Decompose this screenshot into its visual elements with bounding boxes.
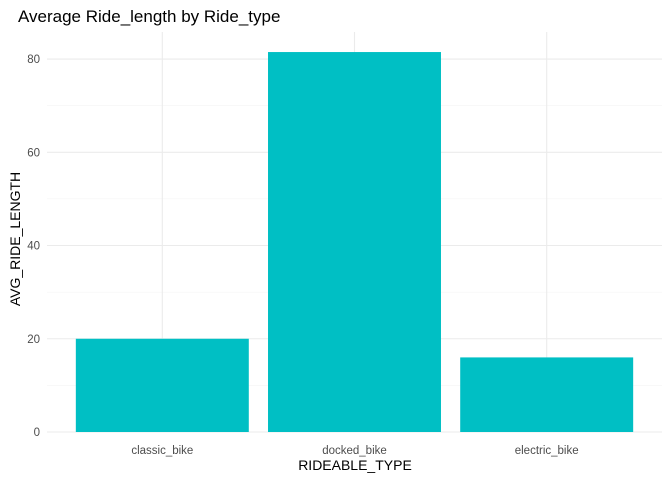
y-tick-label: 60 xyxy=(27,147,40,159)
x-tick-label: docked_bike xyxy=(322,445,387,457)
y-axis-title: AVG_RIDE_LENGTH xyxy=(7,172,23,306)
bar-electric_bike xyxy=(460,357,634,432)
chart-title: Average Ride_length by Ride_type xyxy=(18,7,280,26)
bars xyxy=(75,52,634,432)
y-tick-label: 80 xyxy=(27,54,40,66)
x-axis-title: RIDEABLE_TYPE xyxy=(298,457,412,473)
y-tick-label: 40 xyxy=(27,241,40,253)
y-tick-label: 20 xyxy=(27,334,40,346)
x-tick-label: classic_bike xyxy=(131,445,193,457)
bar-docked_bike xyxy=(268,52,441,432)
y-tick-label: 0 xyxy=(34,427,40,439)
bar-classic_bike xyxy=(75,338,249,432)
x-tick-label: electric_bike xyxy=(515,445,579,457)
x-axis-ticks: classic_bike docked_bike electric_bike xyxy=(131,445,578,457)
y-axis-ticks: 0 20 40 60 80 xyxy=(27,54,40,439)
